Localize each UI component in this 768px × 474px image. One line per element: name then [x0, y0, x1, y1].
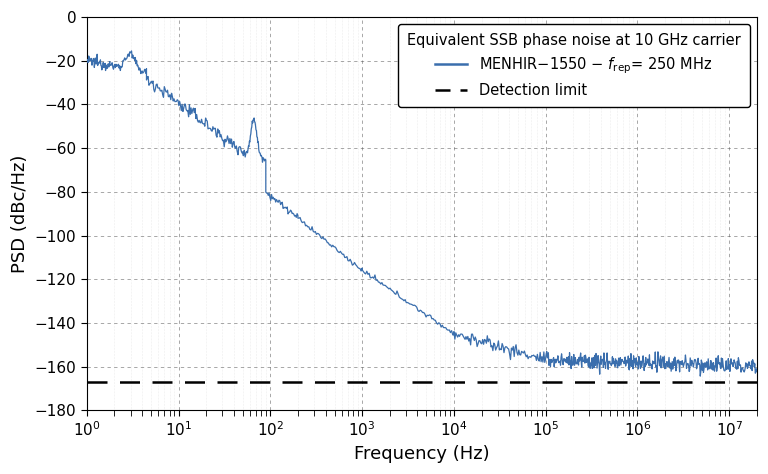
- X-axis label: Frequency (Hz): Frequency (Hz): [354, 445, 490, 463]
- Legend: MENHIR$-$1550 $-$ $f_\mathrm{rep}$= 250 MHz, Detection limit: MENHIR$-$1550 $-$ $f_\mathrm{rep}$= 250 …: [399, 24, 750, 107]
- Y-axis label: PSD (dBc/Hz): PSD (dBc/Hz): [11, 155, 29, 273]
